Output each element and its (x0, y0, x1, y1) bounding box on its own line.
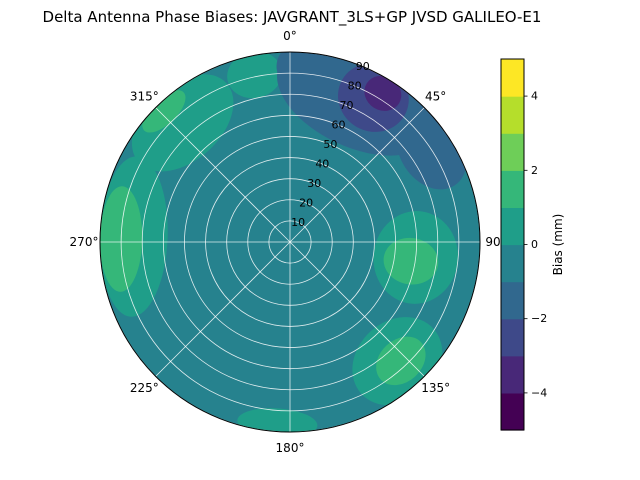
grid-spoke-135 (289, 241, 425, 377)
colorbar-band-1 (501, 355, 524, 394)
colorbar-band-7 (501, 133, 524, 171)
colorbar-band-8 (501, 96, 524, 134)
contour-region-green-core-right (383, 237, 439, 285)
colorbar-band-2 (501, 318, 524, 357)
colorbar-band-4 (501, 244, 524, 283)
r-tick-label-70: 70 (340, 99, 354, 112)
contour-fills (100, 52, 480, 432)
colorbar-tick-label--2: −2 (531, 312, 547, 325)
theta-tick-label-0: 0° (283, 29, 297, 43)
colorbar-band-0 (501, 392, 524, 431)
r-tick-label-50: 50 (323, 138, 337, 151)
chart-title: Delta Antenna Phase Biases: JAVGRANT_3LS… (42, 8, 542, 26)
r-tick-label-30: 30 (307, 177, 321, 190)
theta-tick-label-45: 45° (425, 90, 446, 104)
contour-region-green-mid-top (227, 52, 282, 99)
grid-spoke-45 (289, 107, 425, 243)
colorbar-band-6 (501, 170, 524, 208)
grid-spoke-315 (155, 107, 291, 243)
colorbar-tick-label--4: −4 (531, 386, 547, 399)
contour-region-green-core-topleft (142, 90, 186, 133)
colorbar-tick-label-0: 0 (531, 238, 538, 251)
colorbar-band-9 (501, 59, 524, 97)
theta-tick-label-270: 270° (70, 235, 99, 249)
colorbar-axis-label: Bias (mm) (551, 214, 565, 276)
grid-spoke-225 (155, 241, 291, 377)
polar-grid (99, 51, 481, 433)
theta-tick-label-225: 225° (130, 381, 159, 395)
theta-tick-label-135: 135° (421, 381, 450, 395)
theta-tick-label-315: 315° (130, 90, 159, 104)
r-tick-label-90: 90 (356, 60, 370, 73)
contour-region-blue-darkest-core (364, 75, 402, 111)
r-tick-label-40: 40 (315, 158, 329, 171)
colorbar-band-3 (501, 281, 524, 320)
theta-tick-label-180: 180° (276, 441, 305, 455)
r-tick-label-60: 60 (331, 118, 345, 131)
colorbar-band-5 (501, 207, 524, 246)
colorbar-tick-label-2: 2 (531, 164, 538, 177)
colorbar: −4 −2 0 2 4 Bias (mm) (500, 58, 565, 431)
r-tick-label-20: 20 (299, 197, 313, 210)
contour-region-green-core-bottomright (376, 336, 426, 386)
colorbar-tick-label-4: 4 (531, 90, 538, 103)
r-tick-label-80: 80 (348, 79, 362, 92)
r-tick-label-10: 10 (291, 216, 305, 229)
polar-spine (99, 51, 481, 433)
